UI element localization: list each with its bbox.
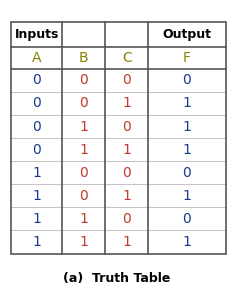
Text: 0: 0	[79, 166, 88, 180]
Text: 0: 0	[79, 96, 88, 110]
Text: 1: 1	[183, 96, 191, 110]
Text: 0: 0	[79, 73, 88, 87]
Text: 1: 1	[79, 212, 88, 226]
Text: (a)  Truth Table: (a) Truth Table	[63, 272, 171, 285]
Text: Inputs: Inputs	[15, 28, 60, 41]
Text: 1: 1	[183, 143, 191, 157]
Text: 1: 1	[183, 235, 191, 249]
Text: 1: 1	[122, 143, 131, 157]
Text: 1: 1	[183, 189, 191, 203]
Text: 1: 1	[183, 120, 191, 133]
Text: 0: 0	[32, 120, 41, 133]
Text: 1: 1	[122, 96, 131, 110]
Text: F: F	[183, 51, 191, 65]
Text: 1: 1	[122, 235, 131, 249]
Text: C: C	[122, 51, 132, 65]
Text: B: B	[79, 51, 88, 65]
Text: Output: Output	[162, 28, 212, 41]
Text: 0: 0	[32, 96, 41, 110]
Text: 0: 0	[122, 73, 131, 87]
Text: 1: 1	[32, 212, 41, 226]
Text: 0: 0	[79, 189, 88, 203]
Text: 1: 1	[79, 143, 88, 157]
Text: 1: 1	[32, 166, 41, 180]
Text: 1: 1	[32, 189, 41, 203]
Text: 1: 1	[32, 235, 41, 249]
Text: 0: 0	[183, 212, 191, 226]
Text: 0: 0	[32, 143, 41, 157]
Text: 1: 1	[122, 189, 131, 203]
Bar	[11, 22, 226, 254]
Text: A: A	[32, 51, 41, 65]
Text: 0: 0	[122, 166, 131, 180]
Text: 0: 0	[122, 212, 131, 226]
Text: 0: 0	[183, 73, 191, 87]
Text: 1: 1	[79, 120, 88, 133]
Text: 0: 0	[32, 73, 41, 87]
Text: 0: 0	[122, 120, 131, 133]
Text: 1: 1	[79, 235, 88, 249]
Text: 0: 0	[183, 166, 191, 180]
